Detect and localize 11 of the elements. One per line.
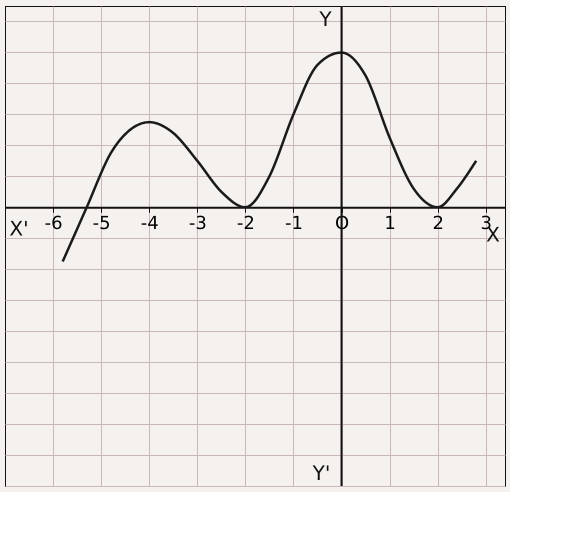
x-tick-label: -1 bbox=[284, 212, 303, 234]
x-tick-label: -3 bbox=[188, 212, 207, 234]
text: Y' bbox=[312, 461, 330, 485]
text: Y bbox=[318, 7, 332, 31]
x-tick-label: -4 bbox=[140, 212, 159, 234]
x-tick-label: -2 bbox=[236, 212, 255, 234]
x-tick-label: -6 bbox=[44, 212, 63, 234]
annotation: X' bbox=[9, 216, 29, 240]
x-tick-label: 1 bbox=[384, 212, 396, 234]
x-tick-label: 2 bbox=[432, 212, 444, 234]
x-tick-label: -5 bbox=[92, 212, 111, 234]
